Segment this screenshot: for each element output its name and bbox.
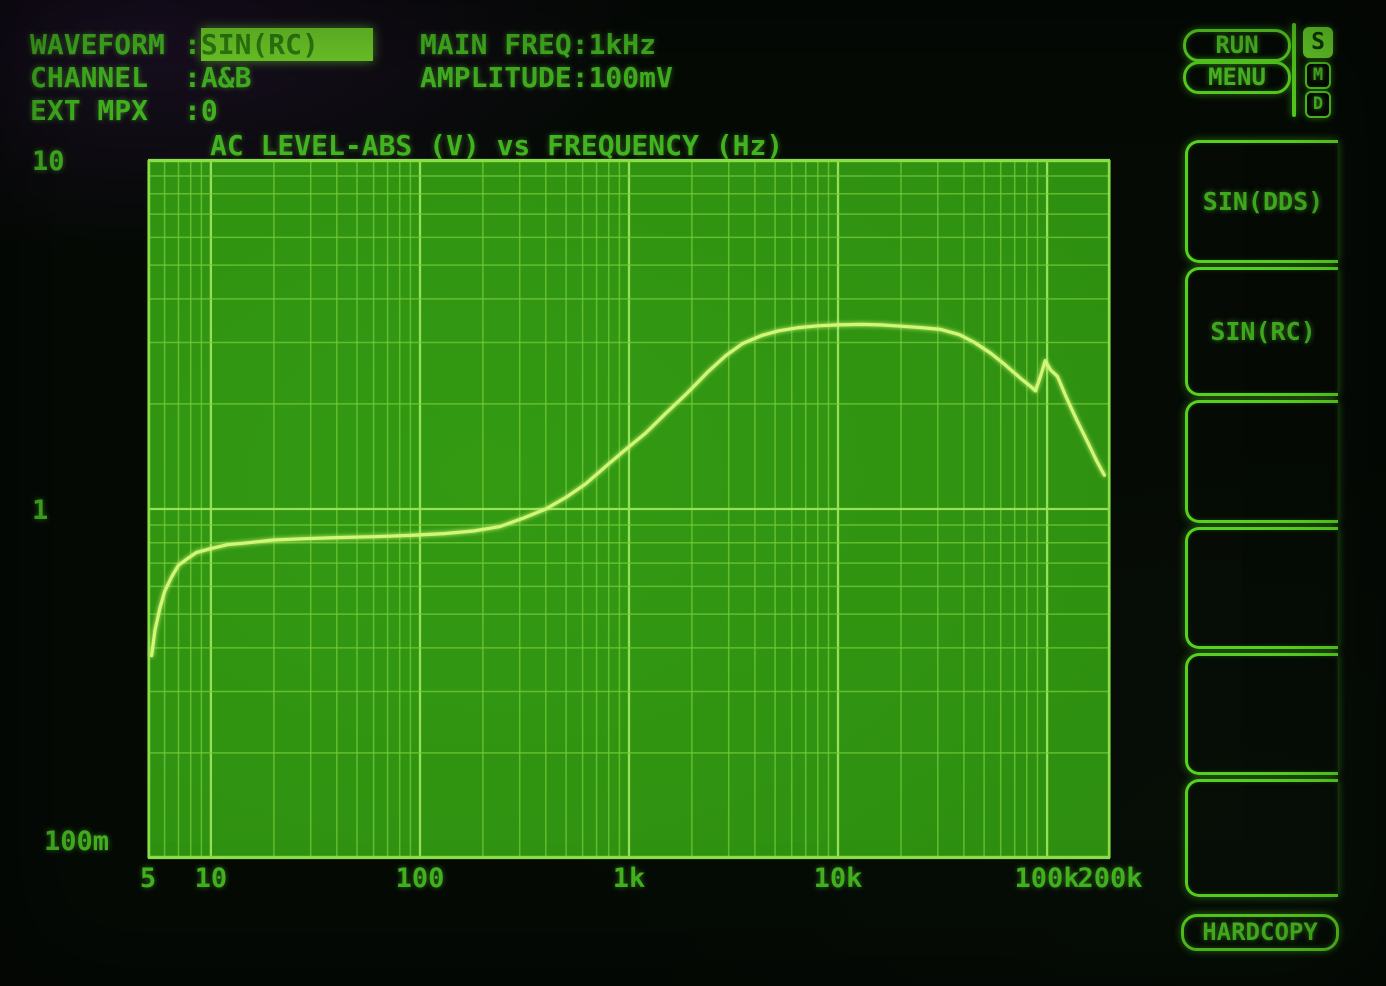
status-indicator-s: S [1303, 27, 1333, 58]
param-row-main-freq: MAIN FREQ:1kHz [420, 28, 657, 61]
response-curve [149, 322, 1107, 658]
param-row-channel: CHANNEL:A&B [30, 61, 252, 94]
y-tick-label: 100m [44, 826, 110, 857]
hardcopy-button[interactable]: HARDCOPY [1181, 914, 1339, 951]
y-tick-label: 10 [32, 146, 65, 177]
main-freq-value: 1kHz [588, 28, 657, 61]
channel-value: A&B [200, 61, 252, 94]
x-tick-label: 1k [612, 863, 646, 894]
x-tick-label: 10 [194, 863, 228, 894]
x-tick-label: 100k [1014, 863, 1080, 894]
waveform-value-field[interactable]: SIN(RC) [200, 28, 373, 61]
param-label: WAVEFORM [30, 28, 165, 61]
chart-plot-area [147, 158, 1111, 860]
softkey-sin-rc[interactable]: SIN(RC) [1185, 267, 1338, 396]
softkey-5[interactable] [1185, 653, 1338, 775]
x-tick-label: 10k [813, 863, 863, 894]
chart-title: AC LEVEL-ABS (V) vs FREQUENCY (Hz) [210, 129, 784, 162]
status-indicator-m: M [1305, 62, 1331, 89]
status-separator-bar [1292, 23, 1296, 117]
menu-button[interactable]: MENU [1183, 61, 1291, 94]
x-tick-label: 200k [1077, 863, 1143, 894]
param-label: EXT MPX [30, 94, 149, 127]
x-tick-label: 5 [139, 863, 157, 894]
softkey-3[interactable] [1185, 400, 1338, 523]
y-tick-label: 1 [32, 495, 49, 526]
plot-border [147, 159, 1111, 859]
x-tick-label: 100 [395, 863, 445, 894]
softkey-sin-dds[interactable]: SIN(DDS) [1185, 140, 1338, 263]
ext-mpx-value: 0 [200, 94, 218, 127]
param-row-amplitude: AMPLITUDE:100mV [420, 61, 673, 94]
signal-settings-block: MAIN FREQ:1kHz AMPLITUDE:100mV [420, 28, 673, 94]
parameter-block: WAVEFORM:SIN(RC) CHANNEL:A&B EXT MPX:0 [30, 28, 373, 127]
param-row-ext-mpx: EXT MPX:0 [30, 94, 218, 127]
param-row-waveform: WAVEFORM:SIN(RC) [30, 28, 373, 61]
param-label: CHANNEL [30, 61, 149, 94]
softkey-6[interactable] [1185, 779, 1338, 897]
status-indicator-d: D [1305, 91, 1331, 118]
amplitude-value: 100mV [588, 61, 673, 94]
softkey-4[interactable] [1185, 527, 1338, 649]
run-button[interactable]: RUN [1183, 29, 1291, 62]
